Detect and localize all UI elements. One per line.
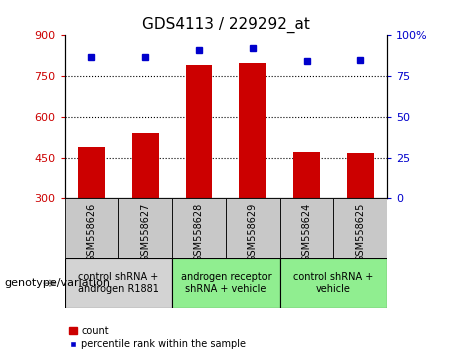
Text: GSM558627: GSM558627 [140,203,150,262]
Text: GSM558629: GSM558629 [248,203,258,262]
Text: control shRNA +
vehicle: control shRNA + vehicle [293,272,373,295]
Bar [78,147,105,280]
Bar [132,133,159,280]
Text: GSM558625: GSM558625 [355,203,366,262]
Bar [172,258,280,308]
Bar [347,154,374,280]
Title: GDS4113 / 229292_at: GDS4113 / 229292_at [142,16,310,33]
Bar [118,198,172,258]
Text: GSM558626: GSM558626 [86,203,96,262]
Bar [65,198,118,258]
Bar [185,65,213,280]
Text: genotype/variation: genotype/variation [5,278,111,288]
Bar [280,258,387,308]
Bar [226,198,280,258]
Text: control shRNA +
androgen R1881: control shRNA + androgen R1881 [78,272,159,295]
Text: GSM558624: GSM558624 [301,203,312,262]
Bar [65,258,172,308]
Legend: count, percentile rank within the sample: count, percentile rank within the sample [70,326,246,349]
Text: GSM558628: GSM558628 [194,203,204,262]
Bar [172,198,226,258]
Bar [239,63,266,280]
Bar [280,198,333,258]
Text: androgen receptor
shRNA + vehicle: androgen receptor shRNA + vehicle [181,272,271,295]
Bar [293,152,320,280]
Bar [333,198,387,258]
